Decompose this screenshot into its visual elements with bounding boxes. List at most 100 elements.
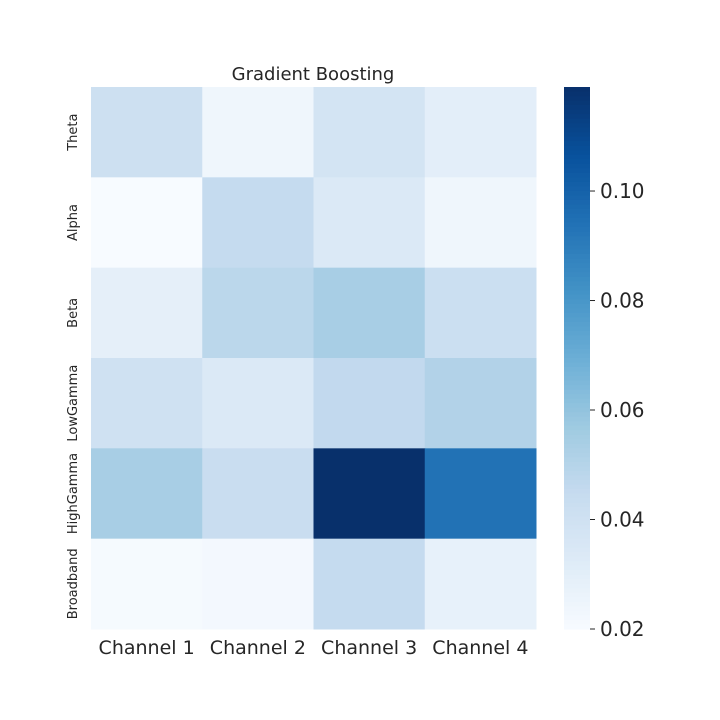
- colorbar-segment: [564, 479, 590, 486]
- colorbar-segment: [564, 132, 590, 138]
- colorbar-segment: [564, 123, 590, 129]
- colorbar-segment: [564, 249, 590, 255]
- colorbar-segment: [564, 552, 590, 558]
- colorbar-segment: [564, 127, 590, 133]
- colorbar-segment: [564, 394, 590, 400]
- colorbar-segment: [564, 412, 590, 418]
- colorbar-segment: [564, 145, 590, 151]
- colorbar-segment: [564, 136, 590, 142]
- colorbar-segment: [564, 516, 590, 522]
- colorbar-tick-label: 0.02: [600, 617, 645, 641]
- colorbar-segment: [564, 362, 590, 368]
- y-tick-label: Alpha: [66, 204, 81, 241]
- colorbar-segment: [564, 367, 590, 373]
- colorbar-segment: [564, 308, 590, 314]
- colorbar-segment: [564, 421, 590, 427]
- colorbar-segment: [564, 452, 590, 458]
- y-tick-label: Broadband: [66, 548, 81, 619]
- colorbar-segment: [564, 258, 590, 264]
- colorbar-segment: [564, 172, 590, 178]
- colorbar-segment: [564, 190, 590, 196]
- heatmap-cell-highgamma-4: [424, 448, 537, 540]
- colorbar-segment: [564, 425, 590, 431]
- colorbar-segment: [564, 321, 590, 327]
- colorbar-segment: [564, 579, 590, 585]
- colorbar-segment: [564, 398, 590, 404]
- colorbar-segment: [564, 213, 590, 219]
- colorbar-segment: [564, 195, 590, 201]
- colorbar-segment: [564, 267, 590, 273]
- colorbar-segment: [564, 109, 590, 115]
- colorbar-segment: [564, 294, 590, 300]
- colorbar-segment: [564, 430, 590, 436]
- colorbar-segment: [564, 475, 590, 481]
- heatmap-cell-lowgamma-4: [424, 358, 537, 449]
- colorbar-segment: [564, 290, 590, 296]
- colorbar-segment: [564, 141, 590, 147]
- y-axis-ticks: Theta Alpha Beta LowGamma HighGamma Broadband: [66, 114, 81, 620]
- heatmap-cell-beta-3: [313, 267, 426, 359]
- colorbar-segment: [564, 344, 590, 350]
- colorbar-segment: [564, 154, 590, 160]
- colorbar-segment: [564, 538, 590, 544]
- heatmap-cell-theta-1: [91, 87, 203, 178]
- colorbar-segment: [564, 601, 590, 608]
- colorbar: [564, 87, 590, 630]
- colorbar-segment: [564, 570, 590, 576]
- heatmap-cell-broadband-1: [91, 538, 203, 630]
- heatmap-cell-alpha-3: [313, 177, 426, 269]
- colorbar-segment: [564, 389, 590, 395]
- colorbar-segment: [564, 385, 590, 391]
- colorbar-segment: [564, 624, 590, 630]
- heatmap-cell-lowgamma-2: [202, 358, 314, 449]
- colorbar-segment: [564, 91, 590, 97]
- heatmap-cell-beta-4: [424, 267, 537, 359]
- colorbar-segment: [564, 339, 590, 346]
- colorbar-segment: [564, 272, 590, 278]
- y-tick-label: Beta: [66, 298, 81, 328]
- colorbar-segment: [564, 606, 590, 612]
- colorbar-segment: [564, 448, 590, 454]
- colorbar-segment: [564, 227, 590, 233]
- colorbar-segment: [564, 217, 590, 224]
- colorbar-segment: [564, 353, 590, 359]
- colorbar-tick-label: 0.10: [600, 179, 645, 203]
- heatmap-cell-broadband-3: [313, 538, 426, 630]
- x-tick-label: Channel 4: [432, 637, 528, 659]
- heatmap-cell-alpha-1: [91, 177, 203, 269]
- heatmap-cell-highgamma-2: [202, 448, 314, 540]
- colorbar-segment: [564, 263, 590, 269]
- colorbar-segment: [564, 330, 590, 337]
- y-tick-label: HighGamma: [66, 453, 81, 534]
- colorbar-tick-label: 0.08: [600, 289, 645, 313]
- colorbar-segment: [564, 326, 590, 332]
- colorbar-segment: [564, 150, 590, 156]
- heatmap-cell-alpha-4: [424, 177, 537, 269]
- colorbar-segment: [564, 484, 590, 490]
- colorbar-segment: [564, 348, 590, 355]
- colorbar-segment: [564, 335, 590, 341]
- colorbar-segment: [564, 358, 590, 364]
- colorbar-segment: [564, 466, 590, 472]
- colorbar-segment: [564, 376, 590, 382]
- colorbar-segment: [564, 276, 590, 282]
- heatmap-cells: [91, 87, 537, 630]
- colorbar-segment: [564, 87, 590, 93]
- colorbar-segment: [564, 543, 590, 549]
- colorbar-segment: [564, 502, 590, 508]
- colorbar-segment: [564, 254, 590, 260]
- heatmap-cell-theta-4: [424, 87, 537, 178]
- colorbar-segment: [564, 380, 590, 386]
- colorbar-segment: [564, 105, 590, 111]
- heatmap-cell-theta-3: [313, 87, 426, 178]
- heatmap-cell-alpha-2: [202, 177, 314, 269]
- colorbar-segment: [564, 525, 590, 531]
- colorbar-segment: [564, 619, 590, 626]
- colorbar-segment: [564, 615, 590, 621]
- colorbar-segment: [564, 488, 590, 495]
- heatmap-cell-broadband-4: [424, 538, 537, 630]
- colorbar-ticks: 0.02 0.04 0.06 0.08 0.10: [590, 179, 645, 641]
- colorbar-segment: [564, 199, 590, 206]
- colorbar-segment: [564, 168, 590, 174]
- colorbar-segment: [564, 281, 590, 287]
